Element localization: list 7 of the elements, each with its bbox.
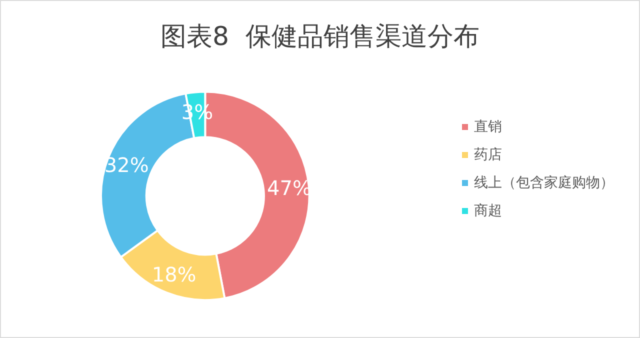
- data-label: 18%: [152, 262, 196, 286]
- legend-label: 线上（包含家庭购物）: [474, 175, 614, 191]
- legend-label: 直销: [474, 119, 502, 135]
- legend-label: 商超: [474, 203, 502, 219]
- chart-title: 图表8 保健品销售渠道分布: [160, 22, 480, 52]
- legend-label: 药店: [474, 147, 502, 163]
- data-label: 32%: [104, 152, 149, 177]
